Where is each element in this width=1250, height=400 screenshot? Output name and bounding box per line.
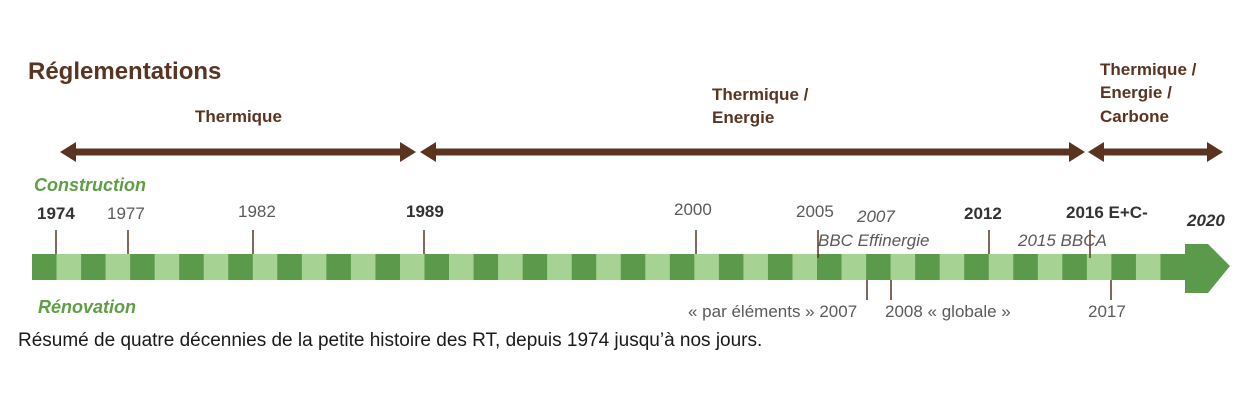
timeline-segment <box>718 254 744 280</box>
era-label-line: Thermique / <box>1100 60 1197 79</box>
milestone-2016: 2016 E+C- <box>1066 203 1148 222</box>
timeline-segment <box>817 254 842 280</box>
timeline-segment <box>915 254 940 280</box>
era-label-line: Energie <box>712 108 774 127</box>
timeline-segment <box>56 254 82 280</box>
era-arrow-thermique-energie <box>420 142 1085 162</box>
timeline-segment <box>130 254 155 280</box>
timeline-segment <box>939 254 965 280</box>
era-label-line: Carbone <box>1100 107 1169 126</box>
era-label-line: Thermique <box>195 107 282 126</box>
milestone-1982: 1982 <box>238 202 276 221</box>
timeline-segment <box>620 254 646 280</box>
milestone-2020: 2020 <box>1186 211 1225 230</box>
timeline-segment <box>449 254 474 280</box>
timeline-segment <box>1062 254 1088 280</box>
timeline-segment <box>81 254 106 280</box>
renovation-label: Rénovation <box>38 297 136 317</box>
milestone-2012: 2012 <box>964 204 1002 223</box>
timeline-segment <box>277 254 303 280</box>
timeline-segment <box>32 254 57 280</box>
timeline-segment <box>473 254 499 280</box>
timeline-segment <box>964 254 990 280</box>
timeline-segment <box>1037 254 1063 280</box>
figure-caption: Résumé de quatre décennies de la petite … <box>18 330 763 351</box>
timeline-segment <box>498 254 523 280</box>
era-arrow-thermique <box>60 142 416 162</box>
timeline-segment <box>547 254 572 280</box>
timeline-segment <box>841 254 867 280</box>
timeline-segment <box>350 254 376 280</box>
milestone-2000: 2000 <box>674 200 712 219</box>
timeline-segment <box>179 254 205 280</box>
timeline-bar <box>32 254 1186 280</box>
timeline-segment <box>645 254 671 280</box>
timeline-segment <box>399 254 425 280</box>
milestone-2005: 2005 <box>796 202 834 221</box>
timeline-segment <box>743 254 769 280</box>
timeline-segment <box>1086 254 1112 280</box>
renovation-2008: 2008 « globale » <box>885 302 1011 321</box>
timeline-segment <box>1111 254 1137 280</box>
timeline-segment <box>694 254 720 280</box>
timeline-segment <box>424 254 450 280</box>
timeline-segment <box>252 254 278 280</box>
construction-label: Construction <box>34 175 146 195</box>
timeline-segment <box>767 254 793 280</box>
timeline-segment <box>890 254 916 280</box>
tick-lines <box>55 230 1112 300</box>
milestone-2007-year: 2007 <box>856 207 895 226</box>
renovation-2007: « par éléments » 2007 <box>688 302 857 321</box>
milestone-1989: 1989 <box>406 202 444 221</box>
timeline-segment <box>988 254 1014 280</box>
renovation-milestones: « par éléments » 2007 2008 « globale » 2… <box>688 302 1126 321</box>
timeline-segment <box>1160 254 1186 280</box>
timeline-segment <box>522 254 548 280</box>
era-label-line: Thermique / <box>712 85 809 104</box>
construction-milestones: 1974 1977 1982 1989 2000 2005 2012 2016 … <box>37 200 1225 250</box>
timeline-segment <box>1135 254 1161 280</box>
timeline-segment <box>228 254 254 280</box>
timeline-segment <box>669 254 695 280</box>
timeline-segment <box>301 254 327 280</box>
milestone-1974: 1974 <box>37 204 75 223</box>
renovation-2017: 2017 <box>1088 302 1126 321</box>
timeline-segment <box>326 254 352 280</box>
timeline-segment <box>1013 254 1039 280</box>
timeline-segment <box>866 254 891 280</box>
milestone-2007-name: BBC Effinergie <box>818 231 930 250</box>
era-label-line: Energie / <box>1100 83 1172 102</box>
timeline-segment <box>105 254 131 280</box>
milestone-2015-bbca: 2015 BBCA <box>1017 231 1107 250</box>
timeline-segment <box>596 254 622 280</box>
timeline-segment <box>154 254 180 280</box>
timeline-segment <box>571 254 597 280</box>
timeline-segment <box>203 254 229 280</box>
era-label-thermique-energie: Thermique / Energie <box>712 85 813 127</box>
timeline-arrowhead <box>1185 244 1230 293</box>
era-arrow-thermique-energie-carbone <box>1088 142 1223 162</box>
timeline-segment <box>792 254 818 280</box>
milestone-1977: 1977 <box>107 204 145 223</box>
era-label-thermique-energie-carbone: Thermique / Energie / Carbone <box>1100 60 1201 126</box>
diagram-title: Réglementations <box>28 58 221 85</box>
era-label-thermique: Thermique <box>195 107 282 126</box>
timeline-segment <box>375 254 401 280</box>
